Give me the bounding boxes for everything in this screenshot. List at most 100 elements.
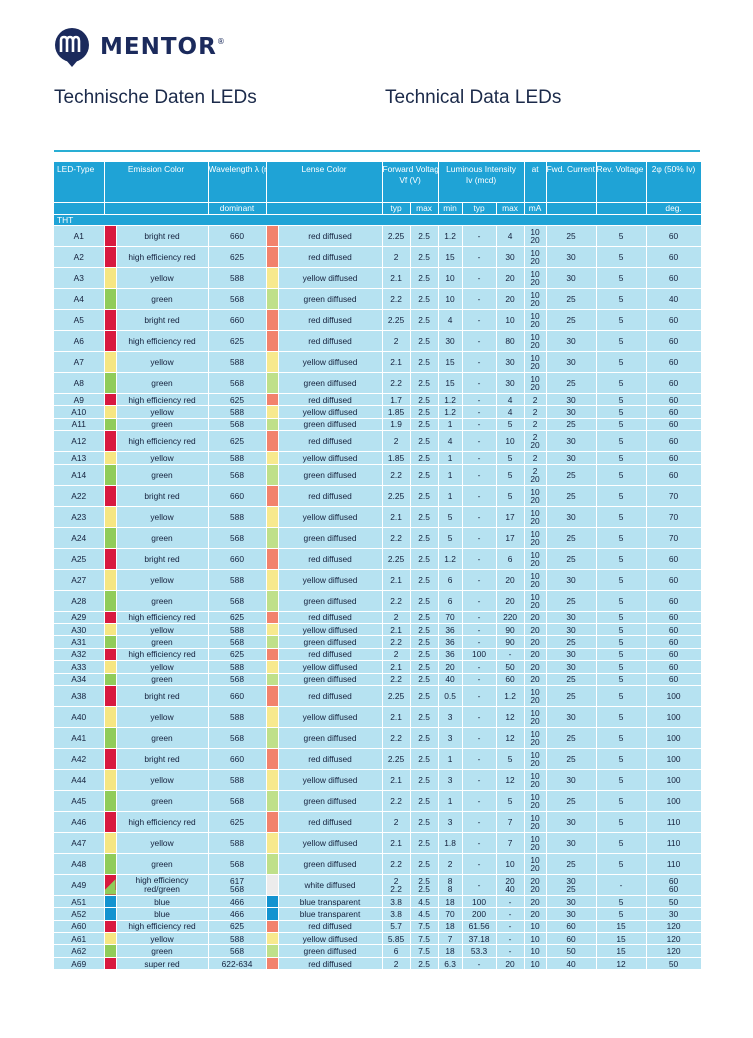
at-value: 10: [530, 812, 540, 823]
lens-color-cell: yellow diffused: [278, 451, 383, 465]
at-value: 20: [530, 515, 540, 526]
emission-color-cell: high efficiency red: [116, 811, 209, 833]
led-type-cell: A69: [54, 957, 105, 971]
voltage-typ-cell: 2.1: [382, 623, 411, 637]
intensity-min-cell: 10: [438, 288, 463, 310]
reverse-voltage-cell: 5: [596, 267, 647, 289]
table-row: A60 high efficiency red 625 red diffused 5.7…: [54, 920, 702, 934]
intensity-typ-cell: -: [462, 430, 497, 453]
intensity-max-cell: 20: [496, 267, 525, 289]
reverse-voltage-cell: 5: [596, 635, 647, 649]
at-value: 10: [530, 227, 540, 237]
voltage-typ-cell: 2.2: [382, 590, 411, 612]
lens-swatch: [266, 944, 279, 958]
intensity-max-cell: 4: [496, 393, 525, 407]
intensity-typ-cell: -: [462, 623, 497, 637]
lens-swatch: [266, 832, 279, 854]
voltage-typ-cell: 3.8: [382, 907, 411, 921]
lens-color-cell: blue transparent: [278, 907, 383, 921]
emission-swatch: [104, 246, 117, 268]
forward-current-cell: 30: [546, 506, 597, 528]
sub-typ: typ: [462, 202, 497, 215]
voltage-typ-cell: 2.1: [382, 569, 411, 591]
intensity-typ-cell: -: [462, 527, 497, 549]
intensity-max-cell: 12: [496, 769, 525, 791]
led-type-cell: A24: [54, 527, 105, 549]
at-value: 10: [530, 791, 540, 802]
wavelength-cell: 625: [208, 648, 267, 662]
at-current-cell: 10 20: [524, 548, 547, 570]
emission-color-cell: yellow: [116, 932, 209, 946]
lens-swatch: [266, 907, 279, 921]
led-type-cell: A14: [54, 464, 105, 486]
voltage-max-cell: 7.5: [410, 944, 439, 958]
intensity-max-cell: 220: [496, 611, 525, 624]
intensity-typ-cell: 100: [462, 895, 497, 909]
angle-cell: 70: [646, 527, 702, 549]
lens-swatch: [266, 548, 279, 570]
intensity-min-cell: 70: [438, 907, 463, 921]
emission-color-cell: high efficiency red: [116, 920, 209, 934]
intensity-max-cell: 30: [496, 246, 525, 268]
wavelength-cell: 568: [208, 288, 267, 310]
table-row: A47 yellow 588 yellow diffused 2.1 2.5 1.8-7 10…: [54, 832, 702, 854]
lens-swatch: [266, 635, 279, 649]
voltage-max-cell: 2.5: [410, 309, 439, 331]
lens-color-cell: red diffused: [278, 485, 383, 507]
led-type-cell: A1: [54, 225, 105, 247]
intensity-typ-cell: -: [462, 451, 497, 465]
divider: [54, 150, 700, 152]
voltage-max-cell: 2.5: [410, 648, 439, 662]
voltage-typ-cell: 2: [382, 648, 411, 662]
emission-swatch: [104, 957, 117, 971]
angle-cell: 60: [646, 267, 702, 289]
at-current-cell: 10 20: [524, 330, 547, 352]
wavelength-cell: 568: [208, 727, 267, 749]
lens-swatch: [266, 895, 279, 909]
sub-empty: [54, 202, 105, 215]
led-data-table: LED-Type Emission Color Wavelength λ (nm…: [54, 162, 702, 971]
emission-color-cell: yellow: [116, 451, 209, 465]
wavelength-cell: 625: [208, 920, 267, 934]
at-value: 10: [530, 946, 540, 957]
sub-typ: typ: [382, 202, 411, 215]
forward-current-cell: 25: [546, 727, 597, 749]
at-value: 10: [530, 749, 540, 760]
at-value: 2: [532, 407, 538, 418]
emission-color-cell: bright red: [116, 485, 209, 507]
wavelength-cell: 568: [208, 635, 267, 649]
wavelength-cell: 660: [208, 748, 267, 770]
intensity-max-cell: 4: [496, 405, 525, 419]
forward-current-cell: 30: [546, 895, 597, 909]
lens-swatch: [266, 288, 279, 310]
at-current-cell: 20 20: [524, 874, 547, 896]
emission-color-cell: bright red: [116, 748, 209, 770]
lens-swatch: [266, 874, 279, 896]
lens-color-cell: red diffused: [278, 225, 383, 247]
intensity-typ-cell: -: [462, 832, 497, 854]
angle-cell: 120: [646, 932, 702, 946]
at-value: 20: [530, 908, 540, 919]
table-row: A52 blue 466 blue transparent 3.8 4.5 70 200-20…: [54, 907, 702, 921]
at-value: 10: [530, 549, 540, 560]
at-current-cell: 10 20: [524, 769, 547, 791]
intensity-min-cell: 70: [438, 611, 463, 624]
emission-swatch: [104, 853, 117, 875]
at-current-cell: 10 20: [524, 590, 547, 612]
lens-color-cell: yellow diffused: [278, 267, 383, 289]
emission-color-cell: high efficiency red: [116, 330, 209, 352]
col-emission-color: Emission Color: [104, 162, 209, 203]
voltage-typ-cell: 2: [382, 611, 411, 624]
forward-current-cell: 30 25: [546, 874, 597, 896]
wavelength-cell: 625: [208, 330, 267, 352]
at-value: 20: [530, 694, 540, 705]
col-wavelength: Wavelength λ (nm): [208, 162, 267, 203]
at-value: 20: [530, 235, 540, 245]
emission-swatch: [104, 907, 117, 921]
emission-swatch: [104, 267, 117, 289]
col-forward-current: Fwd. Current If max (mA): [546, 162, 597, 203]
voltage-max-cell: 7.5: [410, 932, 439, 946]
angle-cell: 60: [646, 548, 702, 570]
wavelength-cell: 588: [208, 569, 267, 591]
lens-color-cell: green diffused: [278, 853, 383, 875]
